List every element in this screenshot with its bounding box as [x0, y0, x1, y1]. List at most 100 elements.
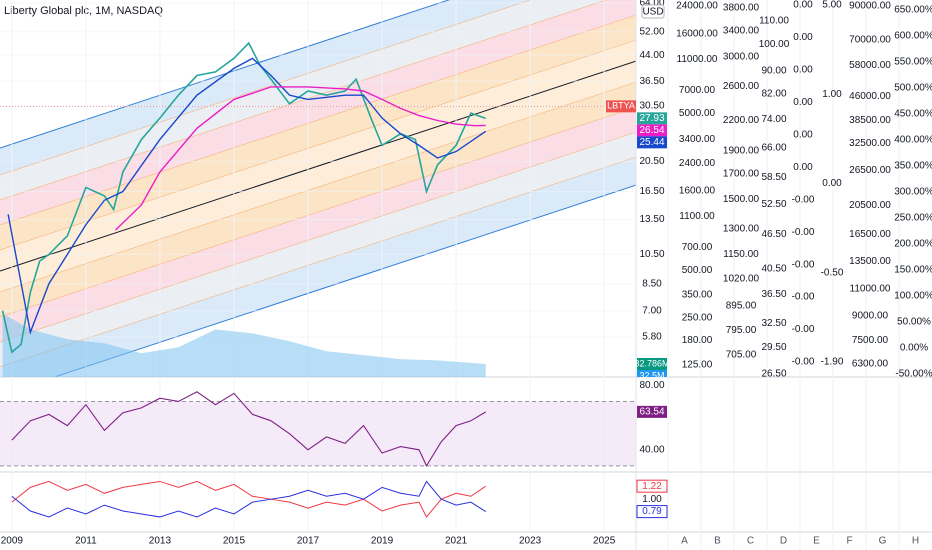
scale-label: 38500.00: [849, 115, 891, 126]
scale-label: 20500.00: [849, 200, 891, 211]
osc-tag: [636, 479, 668, 493]
y-tick-label: 44.00: [639, 50, 664, 61]
x-tick-label: 2017: [297, 536, 320, 547]
scale-label: -0.00: [792, 324, 815, 335]
channel-band: [0, 107, 636, 343]
rsi-band: [0, 401, 636, 466]
scale-label: 46000.00: [849, 91, 891, 102]
scale-label: 11000.00: [850, 284, 891, 295]
column-letter: A: [681, 536, 688, 547]
column-letter: H: [912, 536, 919, 547]
scale-label: 1600.00: [679, 186, 716, 197]
scale-label: 150.00%: [894, 265, 932, 276]
scale-label: 3400.00: [679, 134, 716, 145]
scale-label: 29.50: [761, 342, 786, 353]
scale-label: 36.50: [761, 289, 786, 300]
scale-label: 0.00: [793, 65, 813, 76]
scale-label: 0.00: [822, 178, 842, 189]
price-tag-label: 27.93: [639, 113, 664, 124]
y-tick-label: 20.50: [639, 156, 664, 167]
channel-band: [0, 61, 636, 293]
scale-label: 1.00: [822, 89, 842, 100]
scale-label: 200.00%: [894, 239, 932, 250]
osc-line: [11, 480, 486, 518]
scale-label: 3800.00: [723, 3, 760, 14]
scale-label: 66.00: [761, 142, 786, 153]
volume-ma-label: 32.5M: [639, 370, 664, 380]
scale-label: 3000.00: [723, 51, 760, 62]
scale-label: 90.00: [761, 65, 786, 76]
scale-label: 52.50: [761, 199, 786, 210]
price-line: [1, 41, 486, 354]
scale-label: 46.50: [761, 229, 786, 240]
scale-label: 550.00%: [894, 57, 932, 68]
scale-label: 11000.00: [677, 54, 718, 65]
column-letter: D: [780, 536, 787, 547]
scale-label: -0.50: [821, 267, 844, 278]
price-tag: [637, 124, 667, 137]
column-letter: E: [813, 536, 820, 547]
y-tick-label: 7.00: [642, 305, 662, 316]
volume-area: [2, 313, 486, 377]
symbol-tag-label: LBTYA: [607, 101, 635, 111]
y-tick-label: 10.50: [639, 249, 664, 260]
scale-label: 1500.00: [723, 194, 760, 205]
scale-label: 100.00%: [894, 291, 932, 302]
scale-label: 180.00: [682, 335, 713, 346]
scale-label: 16000.00: [676, 28, 718, 39]
channel-band: [0, 82, 636, 318]
scale-label: 13500.00: [849, 256, 891, 267]
rsi-tick-label: 80.00: [639, 380, 664, 391]
scale-label: -0.00: [792, 227, 815, 238]
scale-label: 1900.00: [723, 145, 760, 156]
scale-label: -0.00: [792, 194, 815, 205]
scale-label: 1100.00: [679, 211, 715, 222]
scale-label: 350.00: [682, 289, 713, 300]
channel-band: [0, 40, 636, 272]
x-tick-label: 2023: [519, 536, 542, 547]
symbol-tag: [606, 100, 636, 113]
y-tick-label: 36.50: [639, 76, 664, 87]
scale-label: 2200.00: [723, 115, 760, 126]
scale-label: 9000.00: [852, 311, 889, 322]
scale-label: 1020.00: [723, 274, 760, 285]
scale-label: 110.00: [759, 16, 789, 27]
volume-tag: [637, 358, 667, 370]
scale-label: 0.00: [793, 97, 813, 108]
x-tick-label: 2019: [371, 536, 394, 547]
channel-band: [0, 132, 636, 367]
scale-label: 32.50: [761, 318, 786, 329]
x-tick-label: 2009: [1, 536, 24, 547]
channel-band: [0, 157, 636, 377]
scale-label: 0.00: [793, 0, 813, 11]
scale-label: 16500.00: [849, 229, 891, 240]
column-letter: B: [714, 536, 721, 547]
rsi-tag-label: 63.54: [639, 407, 664, 418]
scale-label: 0.00%: [900, 343, 928, 354]
scale-label: 74.00: [761, 114, 786, 125]
scale-label: 1700.00: [723, 168, 760, 179]
scale-label: 2400.00: [679, 158, 716, 169]
scale-label: 250.00: [682, 312, 713, 323]
price-tag: [637, 136, 667, 149]
scale-label: -0.00: [792, 259, 815, 270]
scale-label: 7000.00: [679, 85, 716, 96]
x-tick-label: 2013: [149, 536, 172, 547]
scale-label: 7500.00: [852, 335, 889, 346]
volume-ma-tag: [637, 370, 667, 377]
column-letter: G: [879, 536, 887, 547]
scale-label: 0.00: [793, 32, 813, 43]
x-tick-label: 2021: [445, 536, 468, 547]
channel-line: [0, 0, 451, 149]
scale-label: 795.00: [726, 325, 757, 336]
scale-label: 700.00: [682, 242, 713, 253]
scale-label: 125.00: [682, 360, 713, 371]
column-letter: C: [747, 536, 754, 547]
scale-label: 350.00%: [894, 161, 932, 172]
scale-label: 32500.00: [849, 138, 891, 149]
scale-label: -1.90: [821, 357, 844, 368]
scale-label: 0.00: [793, 129, 813, 140]
price-tag: [637, 112, 667, 125]
